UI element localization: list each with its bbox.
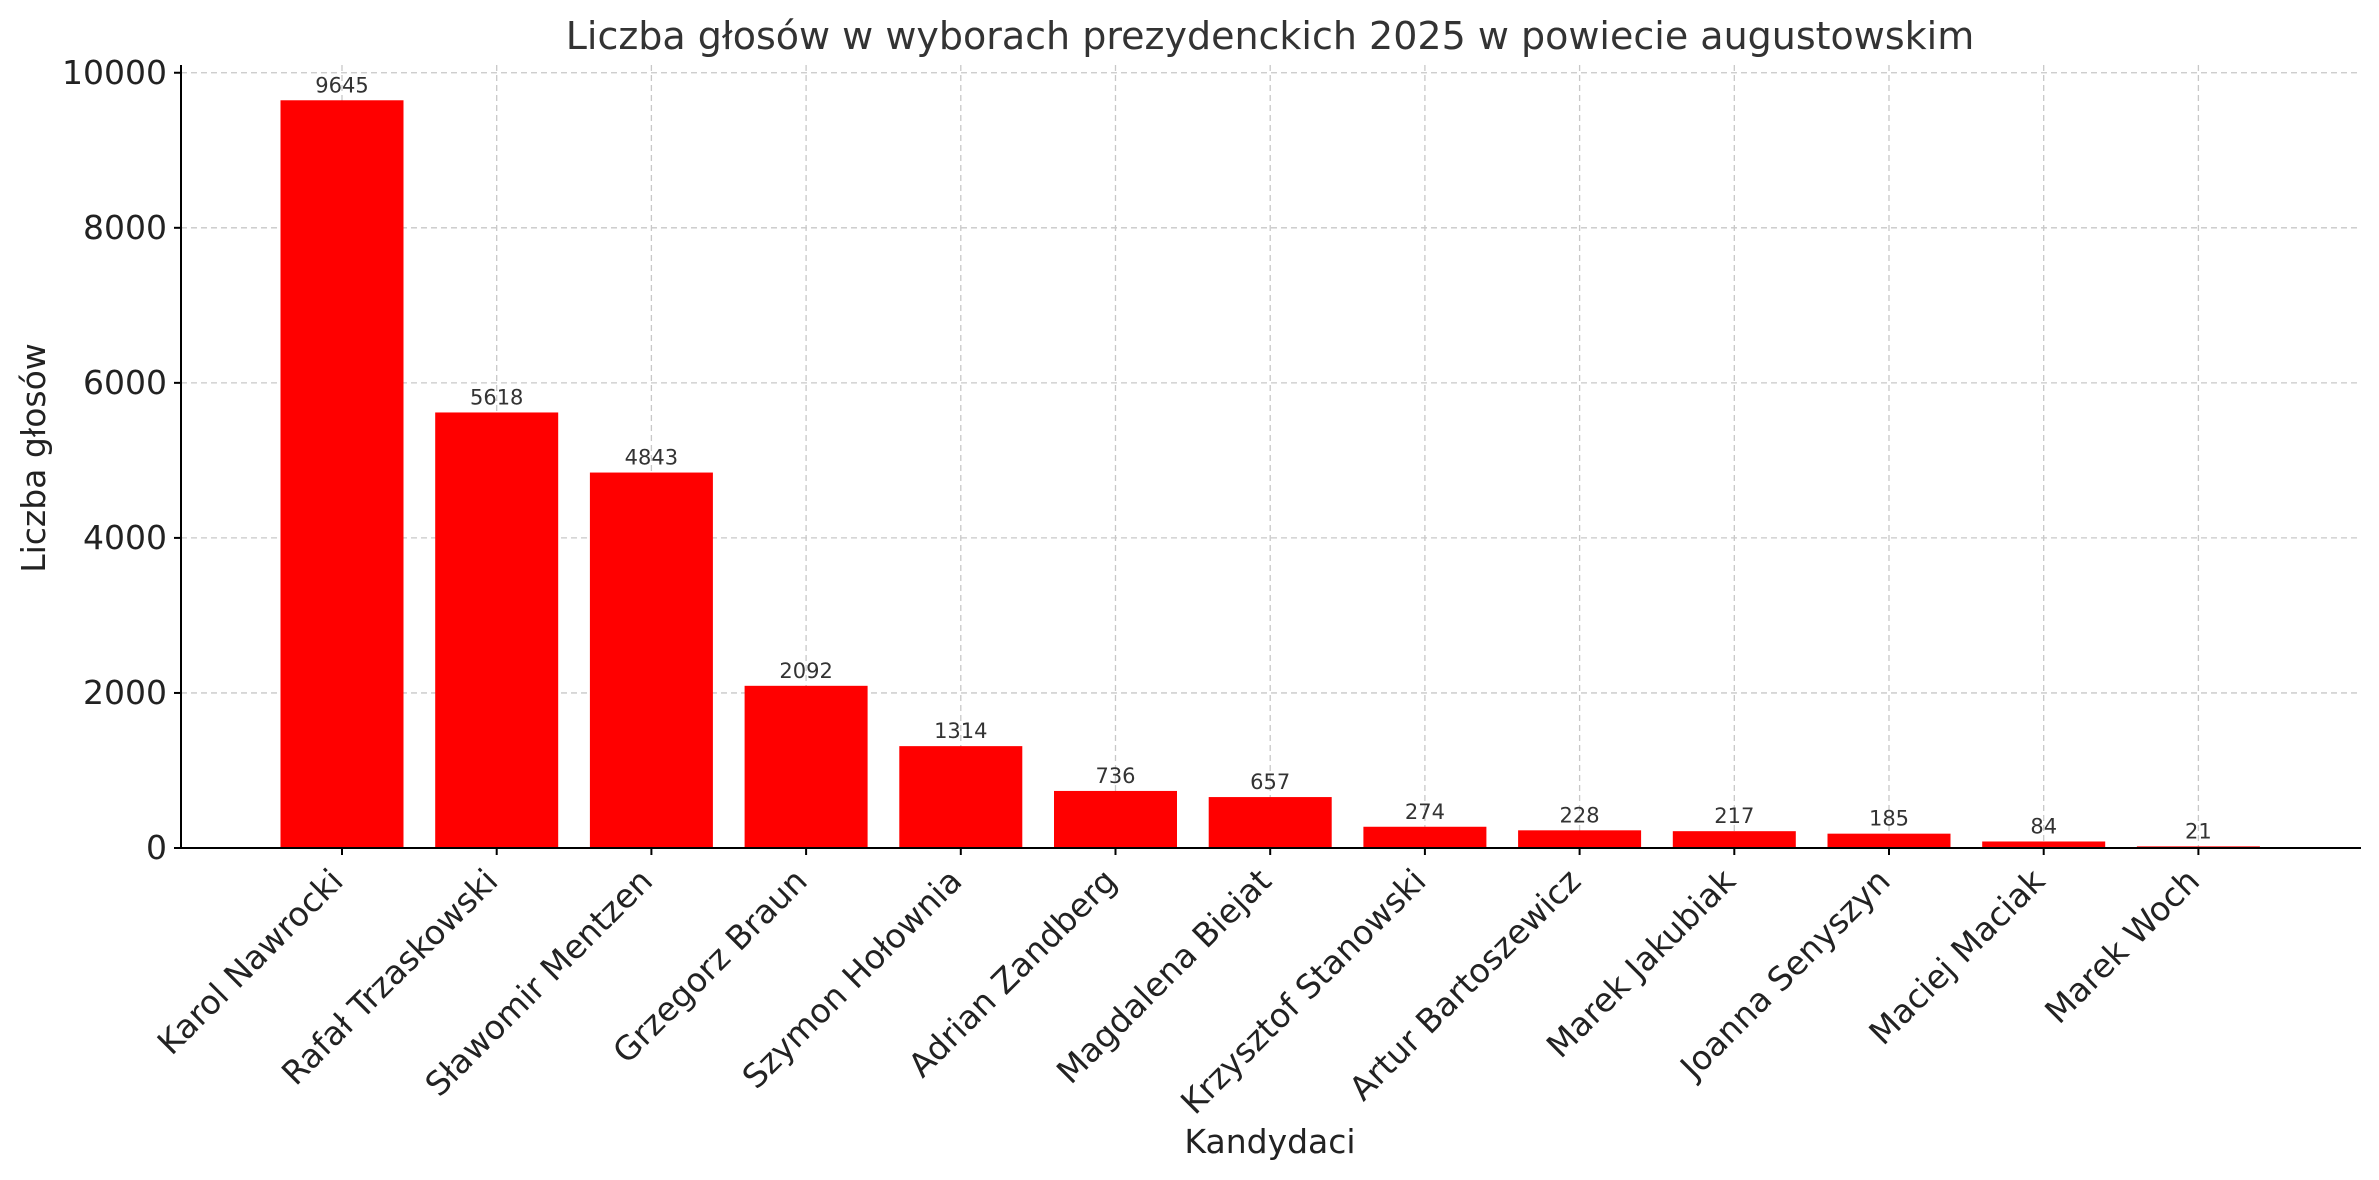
y-tick-label: 0 [146, 828, 167, 867]
axes [174, 65, 2361, 855]
bar [1054, 790, 1177, 848]
data-label: 1314 [934, 719, 987, 743]
grid-lines [181, 65, 2361, 849]
data-label: 228 [1560, 803, 1600, 827]
bar [899, 746, 1023, 848]
data-label: 5618 [470, 385, 523, 409]
bar [1827, 833, 1951, 848]
data-label: 21 [2185, 819, 2212, 843]
bar [280, 100, 404, 849]
y-axis-title: Liczba głosów [14, 343, 53, 573]
data-label: 736 [1095, 764, 1135, 788]
chart-title: Liczba głosów w wyborach prezydenckich 2… [566, 14, 1975, 58]
data-label: 217 [1714, 804, 1754, 828]
y-tick-label: 6000 [83, 363, 167, 402]
data-label: 4843 [625, 446, 678, 470]
bar [1208, 797, 1332, 848]
bar [435, 412, 559, 848]
data-label: 185 [1869, 807, 1909, 831]
bar [744, 685, 868, 848]
bar [1518, 830, 1642, 848]
data-label: 274 [1405, 800, 1445, 824]
data-label: 84 [2030, 814, 2057, 838]
bars [280, 100, 2260, 849]
y-tick-label: 8000 [83, 208, 167, 247]
bar [589, 472, 713, 848]
y-tick-label: 2000 [83, 673, 167, 712]
bar [1672, 831, 1796, 848]
y-tick-label: 10000 [62, 53, 167, 92]
bar [1982, 841, 2106, 848]
x-tick-label: Marek Woch [2037, 861, 2207, 1031]
x-axis-title: Kandydaci [1184, 1122, 1355, 1161]
data-label: 2092 [779, 659, 832, 683]
data-label: 9645 [315, 73, 368, 97]
y-tick-label: 4000 [83, 518, 167, 557]
data-label: 657 [1250, 770, 1290, 794]
bar [1363, 826, 1487, 848]
